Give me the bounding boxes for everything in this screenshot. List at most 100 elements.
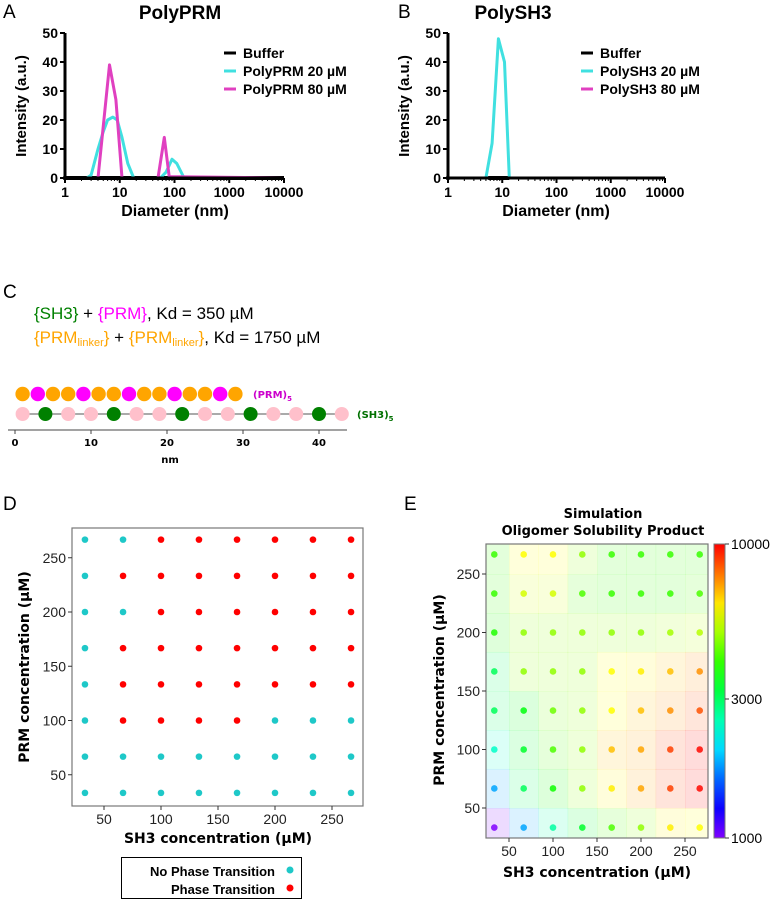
no-phase-transition-point xyxy=(347,789,355,797)
contour-cell xyxy=(486,691,510,731)
sh3-bead xyxy=(243,407,258,421)
prm-bead xyxy=(121,386,137,402)
simulation-point xyxy=(637,707,645,714)
prm-linker-token: {PRM xyxy=(34,328,77,347)
y-tick-label: 50 xyxy=(464,800,480,816)
phase-transition-point xyxy=(119,717,127,724)
simulation-point xyxy=(667,629,674,636)
y-tick-label: 200 xyxy=(457,625,481,641)
prm-linker-token: {PRM xyxy=(129,328,172,347)
no-phase-transition-point xyxy=(271,753,279,760)
phase-transition-point xyxy=(119,572,127,580)
legend-box xyxy=(121,857,302,899)
simulation-point xyxy=(491,746,498,753)
sh3-bead xyxy=(129,407,144,421)
sh3-bead xyxy=(15,407,30,421)
simulation-point xyxy=(637,629,645,636)
y-tick-label: 150 xyxy=(457,683,481,699)
simulation-point xyxy=(491,785,498,792)
y-tick-label: 40 xyxy=(42,54,58,70)
phase-transition-point xyxy=(195,536,203,543)
sh3-bead xyxy=(38,407,53,421)
simulation-point xyxy=(608,746,615,753)
x-tick-label: 150 xyxy=(206,811,230,827)
no-phase-transition-point xyxy=(271,789,279,797)
simulation-point xyxy=(696,824,703,831)
binding-rule-1: {SH3} + {PRM}, Kd = 350 µM xyxy=(34,304,254,323)
chart-solubility-heatmap: Simulation Oligomer Solubility Product P… xyxy=(432,507,770,881)
x-tick-label: 50 xyxy=(501,843,517,859)
no-phase-transition-point xyxy=(233,753,241,760)
contour-cell xyxy=(486,574,510,614)
sh3-bead xyxy=(152,407,167,421)
contour-cell xyxy=(486,613,510,653)
y-tick-label: 250 xyxy=(457,566,481,582)
y-tick-label: 0 xyxy=(50,170,58,186)
phase-transition-point xyxy=(157,536,165,543)
prm-bead xyxy=(167,386,182,402)
chart-title: PolySH3 xyxy=(474,3,551,24)
simulation-point xyxy=(491,824,498,831)
phase-transition-point xyxy=(347,536,355,543)
y-axis-label: Intensity (a.u.) xyxy=(396,55,413,157)
simulation-point xyxy=(579,746,586,753)
simulation-point xyxy=(491,551,498,558)
no-phase-transition-point xyxy=(81,681,89,688)
simulation-point xyxy=(549,551,557,558)
no-phase-transition-point xyxy=(81,717,89,724)
contour-cell xyxy=(597,808,627,839)
phase-transition-point xyxy=(195,572,203,580)
contour-cell xyxy=(486,808,510,839)
simulation-point xyxy=(491,707,498,714)
y-tick-label: 100 xyxy=(43,713,67,729)
prm-bead xyxy=(60,386,76,402)
simulation-point xyxy=(667,551,674,558)
phase-transition-point xyxy=(233,536,241,543)
phase-transition-point xyxy=(157,717,165,724)
simulation-point xyxy=(696,590,703,597)
phase-transition-point xyxy=(195,644,203,652)
contour-cell xyxy=(486,544,510,575)
y-axis-label: PRM concentration (µM) xyxy=(17,571,33,763)
panel-label-d: D xyxy=(3,494,17,515)
x-tick-label: 100 xyxy=(545,184,569,200)
no-phase-transition-point xyxy=(157,789,165,797)
x-tick-label: 100 xyxy=(163,184,187,200)
no-phase-transition-point xyxy=(119,753,127,760)
contour-cell xyxy=(567,808,598,839)
legend-label-phase: Phase Transition xyxy=(171,882,275,897)
simulation-point xyxy=(608,824,615,831)
contour-cell xyxy=(509,808,539,839)
nm-tick-label: 20 xyxy=(160,438,174,449)
y-tick-label: 30 xyxy=(425,83,441,99)
simulation-point xyxy=(520,707,527,714)
contour-cell xyxy=(685,544,709,575)
legend-label: Buffer xyxy=(600,45,642,61)
x-tick-label: 250 xyxy=(320,811,344,827)
x-tick-label: 150 xyxy=(585,843,609,859)
simulation-point xyxy=(520,746,527,753)
simulation-point xyxy=(520,551,527,558)
simulation-point xyxy=(637,590,645,597)
simulation-point xyxy=(579,551,586,558)
contour-cell xyxy=(626,544,657,575)
x-tick-label: 10 xyxy=(112,184,128,200)
phase-transition-point xyxy=(347,644,355,652)
phase-transition-point xyxy=(119,644,127,652)
phase-transition-point xyxy=(271,681,279,688)
legend-label-no-phase: No Phase Transition xyxy=(150,864,275,879)
phase-transition-point xyxy=(233,681,241,688)
phase-transition-point xyxy=(271,608,279,616)
colorbar xyxy=(713,543,726,839)
simulation-point xyxy=(667,707,674,714)
phase-transition-point xyxy=(195,717,203,724)
plot-frame xyxy=(71,527,364,807)
prm-chain-label: (PRM)5 xyxy=(253,390,292,403)
simulation-point xyxy=(520,785,527,792)
simulation-point xyxy=(667,746,674,753)
simulation-point xyxy=(520,590,527,597)
y-tick-label: 30 xyxy=(42,83,58,99)
chart-title-line1: Simulation xyxy=(564,507,643,522)
y-tick-label: 150 xyxy=(43,658,67,674)
x-tick-label: 10 xyxy=(494,184,510,200)
